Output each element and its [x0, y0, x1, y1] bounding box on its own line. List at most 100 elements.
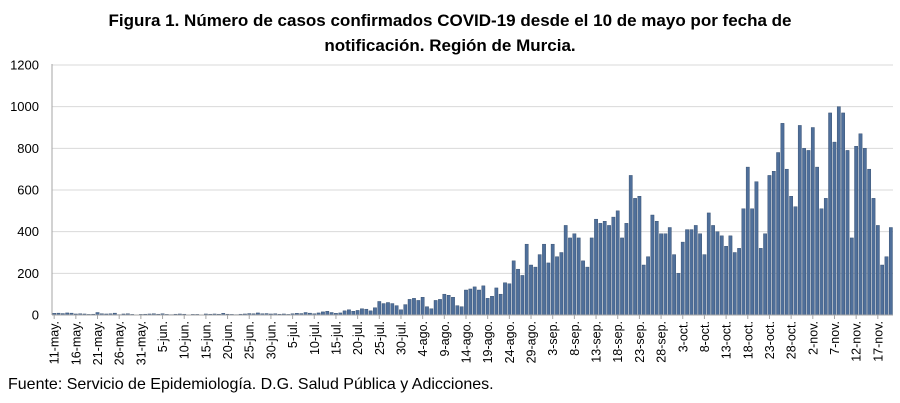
- bar: [511, 260, 516, 316]
- bar: [420, 297, 425, 316]
- bar: [342, 310, 347, 316]
- bar: [407, 299, 412, 316]
- bar: [758, 248, 763, 316]
- x-tick-label: 20-jul.: [351, 321, 365, 355]
- bar: [537, 254, 542, 316]
- bar: [442, 293, 447, 316]
- bar: [412, 298, 416, 316]
- bar: [529, 264, 533, 316]
- bar: [563, 225, 568, 316]
- bar: [429, 308, 434, 316]
- x-tick-label: 26-may.: [113, 321, 127, 365]
- bar: [711, 225, 715, 316]
- bar: [776, 152, 780, 316]
- x-tick-label: 11-may.: [48, 321, 62, 364]
- bar: [806, 150, 811, 316]
- bar: [884, 256, 889, 316]
- bar: [589, 237, 594, 316]
- bar: [771, 171, 776, 316]
- x-tick-label: 5-jul.: [286, 321, 300, 348]
- bar: [867, 168, 872, 316]
- bar: [351, 311, 356, 316]
- x-tick-label: 23-oct.: [763, 321, 777, 359]
- bar: [715, 231, 720, 316]
- bar: [789, 196, 793, 316]
- bar: [689, 229, 694, 316]
- y-axis-ticks: 0 200 400 600 800 1000 1200: [10, 58, 39, 323]
- bar: [611, 216, 616, 316]
- x-tick-label: 25-jul.: [373, 321, 387, 355]
- bar: [355, 310, 360, 316]
- bar: [663, 233, 668, 316]
- bar: [477, 289, 481, 316]
- bar: [381, 303, 386, 316]
- bar: [555, 256, 559, 316]
- bar: [650, 214, 655, 316]
- bar: [585, 266, 590, 316]
- bar: [641, 264, 646, 316]
- x-tick-label: 28-sep.: [655, 321, 669, 363]
- chart-title-line-1: Figura 1. Número de casos confirmados CO…: [108, 11, 792, 30]
- bar: [364, 308, 369, 316]
- x-tick-label: 3-oct.: [676, 321, 690, 352]
- x-tick-label: 31-may.: [134, 321, 148, 365]
- bar: [368, 310, 373, 316]
- bar: [399, 309, 403, 316]
- bar: [503, 282, 507, 316]
- x-tick-label: 16-may.: [69, 321, 83, 365]
- bar: [472, 286, 477, 316]
- bar: [568, 237, 572, 316]
- x-tick-label: 21-may.: [91, 321, 105, 365]
- bar: [732, 252, 737, 316]
- bar: [767, 175, 772, 316]
- x-tick-label: 8-sep.: [568, 321, 582, 356]
- bar: [576, 237, 581, 316]
- x-tick-label: 18-oct.: [741, 321, 755, 359]
- bar: [875, 225, 880, 316]
- bar: [524, 243, 529, 316]
- bar: [672, 254, 676, 316]
- bar: [624, 223, 629, 316]
- y-tick-label: 400: [17, 224, 39, 239]
- bar: [754, 181, 759, 316]
- bar: [784, 168, 789, 316]
- x-tick-label: 9-ago.: [438, 321, 452, 356]
- bar: [823, 198, 828, 316]
- bar: [832, 141, 837, 316]
- x-tick-label: 2-nov.: [806, 321, 820, 355]
- bar: [347, 309, 351, 316]
- x-tick-label: 12-nov.: [850, 321, 864, 362]
- bar: [481, 285, 486, 316]
- bar: [685, 229, 689, 316]
- bar: [797, 125, 802, 316]
- x-axis-ticks: 11-may. 16-may. 21-may. 26-may. 31-may. 5-jun…: [48, 315, 885, 365]
- x-tick-label: 5-jun.: [156, 321, 170, 352]
- bar: [880, 264, 885, 316]
- y-tick-label: 1200: [10, 58, 39, 73]
- bar: [854, 146, 858, 316]
- bar: [719, 235, 724, 316]
- axes: [51, 64, 893, 316]
- bar: [858, 133, 863, 316]
- bar: [598, 223, 603, 316]
- bar: [659, 233, 663, 316]
- bar: [888, 227, 893, 316]
- bar: [498, 293, 503, 316]
- bar: [581, 260, 585, 316]
- bar: [680, 241, 685, 316]
- bar: [819, 208, 824, 316]
- x-tick-label: 30-jul.: [394, 321, 408, 355]
- x-tick-label: 13-sep.: [590, 321, 604, 363]
- bar: [438, 299, 442, 316]
- bar: [520, 275, 525, 316]
- bar: [485, 298, 490, 316]
- x-tick-label: 17-nov.: [871, 321, 885, 362]
- bar: [433, 300, 438, 316]
- bar: [633, 198, 637, 316]
- bar: [628, 175, 633, 316]
- bar: [425, 306, 429, 316]
- bar: [455, 305, 460, 316]
- bar: [546, 262, 551, 316]
- x-tick-label: 29-ago.: [525, 321, 539, 363]
